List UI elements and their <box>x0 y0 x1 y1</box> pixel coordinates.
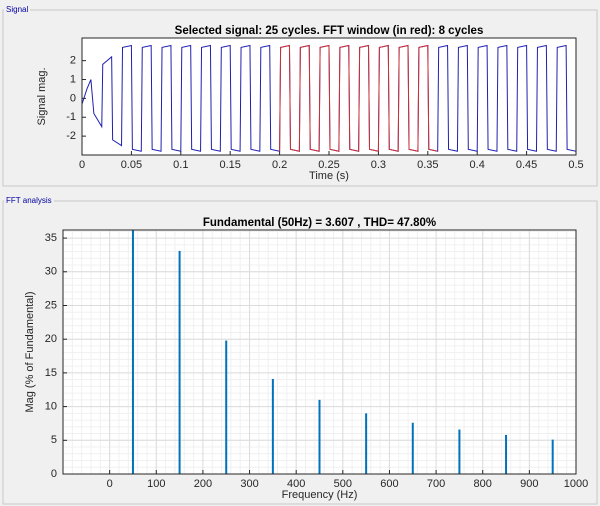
x-tick-label: 0.3 <box>371 159 386 171</box>
y-tick-label: -2 <box>66 130 76 142</box>
y-tick-label: 15 <box>45 367 57 379</box>
x-tick-label: 200 <box>194 478 212 490</box>
y-tick-label: 0 <box>51 468 57 480</box>
plot-frame <box>81 37 577 156</box>
x-tick-label: 700 <box>427 478 445 490</box>
y-tick-label: 20 <box>45 333 57 345</box>
stem-bar <box>505 434 508 474</box>
stem-bar <box>318 399 321 474</box>
panel-border <box>2 9 598 187</box>
signal-line <box>279 44 438 152</box>
panel-label-bg <box>4 5 30 15</box>
stem-bar <box>271 378 274 474</box>
plot-content <box>131 230 554 474</box>
y-tick-label: 10 <box>45 401 57 413</box>
x-axis-label: Frequency (Hz) <box>282 489 358 501</box>
plot-frame <box>62 229 577 475</box>
y-tick-label: 2 <box>70 55 76 67</box>
x-tick-label: 0 <box>79 159 85 171</box>
y-axis-label: Mag (% of Fundamental) <box>24 291 36 412</box>
x-tick-label: 0.2 <box>272 159 287 171</box>
x-tick-label: 400 <box>287 478 305 490</box>
x-tick-label: 0.15 <box>219 159 240 171</box>
x-tick-label: 0.45 <box>516 159 537 171</box>
x-tick-label: 0.4 <box>470 159 485 171</box>
x-tick-label: 800 <box>474 478 492 490</box>
x-tick-label: 500 <box>334 478 352 490</box>
x-tick-label: 600 <box>380 478 398 490</box>
y-tick-label: 30 <box>45 266 57 278</box>
panel-border <box>2 200 598 505</box>
stem-bar <box>131 230 134 474</box>
y-tick-label: 5 <box>51 434 57 446</box>
chart-title: Selected signal: 25 cycles. FFT window (… <box>175 25 484 37</box>
stem-bar <box>551 439 554 474</box>
panel-title: FFT analysis <box>6 196 52 205</box>
x-axis-label: Time (s) <box>309 170 349 182</box>
y-tick-label: -1 <box>66 111 76 123</box>
chart-title: Fundamental (50Hz) = 3.607 , THD= 47.80% <box>203 217 436 229</box>
y-tick-label: 25 <box>45 299 57 311</box>
x-tick-label: 0.25 <box>318 159 339 171</box>
stem-bar <box>225 340 228 474</box>
y-tick-label: 0 <box>70 92 76 104</box>
x-tick-label: 900 <box>520 478 538 490</box>
stem-bar <box>458 429 461 474</box>
x-tick-label: 0.1 <box>173 159 188 171</box>
stem-bar <box>178 250 181 474</box>
y-tick-label: 1 <box>70 73 76 85</box>
plot-content <box>82 44 576 152</box>
stem-bar <box>411 422 414 474</box>
x-tick-label: 0 <box>107 478 113 490</box>
x-tick-label: 0.05 <box>121 159 142 171</box>
x-tick-label: 100 <box>147 478 165 490</box>
y-axis-label: Signal mag. <box>36 67 48 125</box>
panel-label-bg <box>4 196 54 206</box>
stem-bar <box>365 413 368 474</box>
x-tick-label: 0.5 <box>568 159 583 171</box>
x-tick-label: 0.35 <box>417 159 438 171</box>
panel-title: Signal <box>6 5 28 14</box>
x-tick-label: 1000 <box>564 478 588 490</box>
x-tick-label: 300 <box>240 478 258 490</box>
y-tick-label: 35 <box>45 232 57 244</box>
